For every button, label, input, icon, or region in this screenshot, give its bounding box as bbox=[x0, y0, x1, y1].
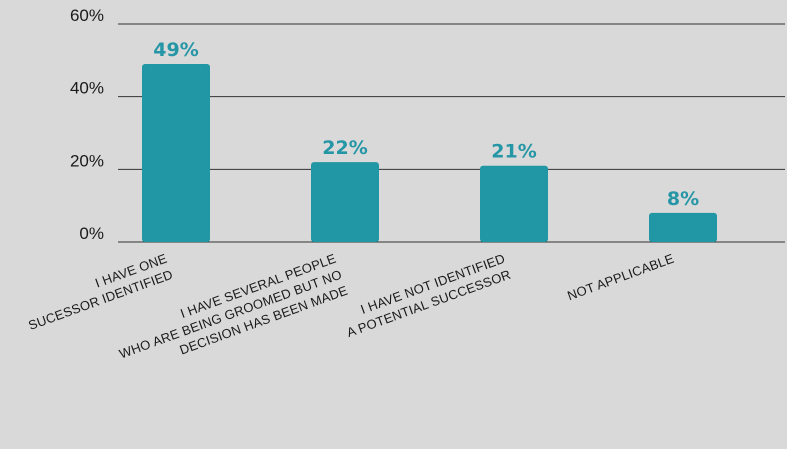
category-label-line: NOT APPLICABLE bbox=[565, 251, 676, 304]
bars bbox=[142, 63, 717, 242]
y-tick-label: 40% bbox=[70, 79, 104, 98]
bar bbox=[142, 63, 210, 242]
data-label: 8% bbox=[667, 188, 699, 210]
y-tick-label: 60% bbox=[70, 6, 104, 25]
data-label: 49% bbox=[153, 39, 198, 61]
bar bbox=[311, 162, 379, 242]
bar bbox=[480, 165, 548, 242]
bar bbox=[649, 212, 717, 242]
y-tick-label: 20% bbox=[70, 151, 104, 170]
y-axis-ticks: 0% 20% 40% 60% bbox=[70, 6, 104, 243]
data-label: 22% bbox=[322, 137, 367, 159]
data-labels: 49% 22% 21% 8% bbox=[153, 39, 699, 210]
y-tick-label: 0% bbox=[79, 224, 104, 243]
data-label: 21% bbox=[491, 141, 536, 163]
category-label: NOT APPLICABLE bbox=[565, 251, 676, 304]
